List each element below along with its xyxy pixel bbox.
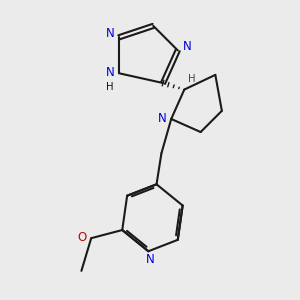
Text: N: N: [106, 27, 114, 40]
Text: N: N: [158, 112, 167, 125]
Text: N: N: [106, 66, 114, 79]
Text: H: H: [188, 74, 195, 84]
Text: H: H: [106, 82, 114, 92]
Text: O: O: [77, 231, 87, 244]
Text: N: N: [183, 40, 192, 53]
Text: N: N: [146, 253, 154, 266]
